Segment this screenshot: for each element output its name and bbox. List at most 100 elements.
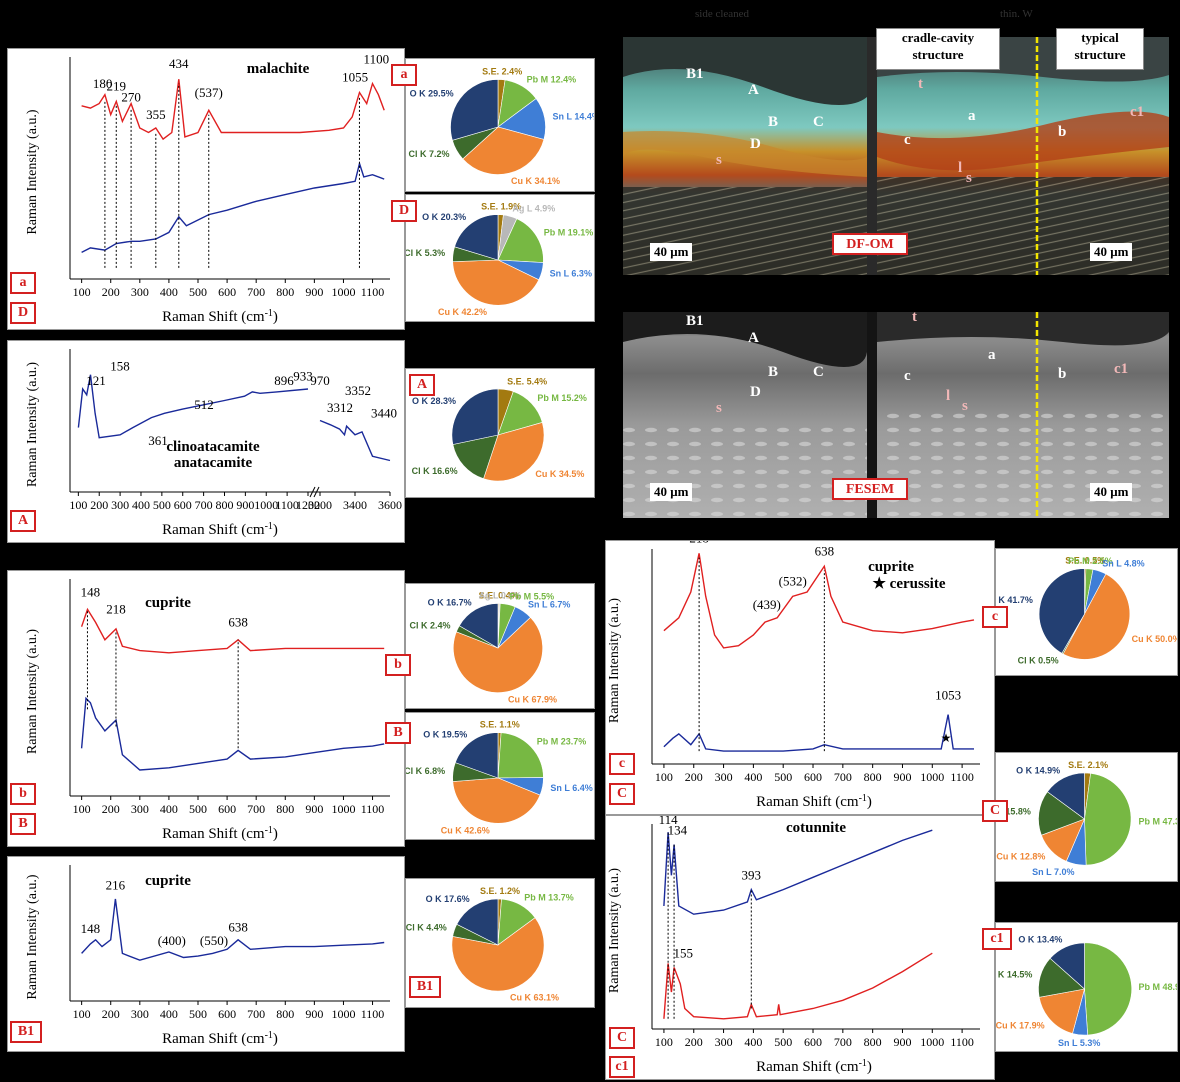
x-tick-label: 200 <box>102 802 120 816</box>
tag-a: a <box>10 272 36 294</box>
series-line-A-OH <box>319 419 391 462</box>
pie-slice <box>1038 988 1085 1034</box>
pie-slice-label: Cl K 5.3% <box>406 248 445 258</box>
tag-B: B <box>10 813 36 835</box>
pie-slice-label: Cl K 15.8% <box>996 807 1031 817</box>
pie-slice-label: Pb M 23.7% <box>537 736 587 746</box>
om-region-t: t <box>918 76 923 92</box>
x-axis-label: Raman Shift (cm-1) <box>756 1058 872 1076</box>
x-axis-label: Raman Shift (cm-1) <box>162 308 278 326</box>
chart-title: clinoatacamite <box>166 439 260 455</box>
pie-slice <box>452 259 540 306</box>
x-tick-label: 1000 <box>331 802 355 816</box>
pie-slice <box>453 616 543 693</box>
chart-title: cotunnite <box>786 820 846 836</box>
pie-slice-label: Cl K 7.2% <box>408 149 449 159</box>
chart-title: ★ cerussite <box>872 576 945 592</box>
pie-tag-b: b <box>385 654 411 676</box>
pie-slice-label: Cl K 4.4% <box>406 923 447 933</box>
chart-title: cuprite <box>145 873 191 889</box>
sem-region-D: D <box>750 384 761 400</box>
peak-label: 270 <box>121 89 141 104</box>
chart-subtitle: anatacamite <box>174 455 253 471</box>
x-tick-label: 100 <box>73 1007 91 1021</box>
pie-slice <box>497 218 544 263</box>
series-line-c <box>663 553 975 649</box>
x-tick-label: 300 <box>131 285 149 299</box>
peak-label: 970 <box>310 373 330 388</box>
peak-label: 638 <box>815 543 835 558</box>
x-tick-label: 200 <box>90 498 108 512</box>
peak-label: 114 <box>659 816 679 827</box>
pie-slice <box>454 214 499 261</box>
x-tick-label: 600 <box>218 1007 236 1021</box>
pie-slice <box>452 434 499 480</box>
x-tick-label: 800 <box>276 285 294 299</box>
sem-region-A: A <box>748 330 759 346</box>
cuprite-b1-chart: 100 200 300 400 500 600 700 800 900 1000 1100 148 21… <box>25 865 390 1047</box>
pie-slice-label: O K 13.4% <box>1018 935 1062 945</box>
pie-slice-label: Cu K 67.9% <box>508 695 557 705</box>
y-axis-label: Raman Intensity (a.u.) <box>607 598 622 724</box>
scale-bar: 40 μm <box>1090 483 1133 501</box>
cotunnite-chart: 100 200 300 400 500 600 700 800 900 1000 1100 11413… <box>607 816 980 1076</box>
pie-slice-label: O K 19.5% <box>423 729 467 739</box>
x-tick-label: 500 <box>774 1035 792 1049</box>
pie-panel-c1: Pb M 48.9% Sn L 5.3% Cu K 17.9% Cl K 14.5% O… <box>995 922 1178 1052</box>
y-axis-label: Raman Intensity (a.u.) <box>25 629 40 755</box>
x-tick-label: 1100 <box>950 1035 974 1049</box>
peak-label: 155 <box>674 945 694 960</box>
peak-label: 393 <box>742 867 762 882</box>
pie-slice-label: Cu K 12.8% <box>996 851 1045 861</box>
pie-slice-label: Ag L 4.9% <box>512 204 555 214</box>
peak-label: 3352 <box>345 383 371 398</box>
pie-slice <box>497 732 544 779</box>
peak-label: 1100 <box>364 52 390 67</box>
x-tick-label: 600 <box>218 285 236 299</box>
x-tick-label: 500 <box>153 498 171 512</box>
scale-bar: 40 μm <box>650 243 693 261</box>
series-line-B <box>80 696 385 771</box>
pie-slice-label: S.E. 2.1% <box>1068 760 1108 770</box>
axis-break <box>313 486 320 498</box>
pie-panel-B: S.E. 1.1% Pb M 23.7% Sn L 6.4% Cu K 42.6% Cl… <box>405 712 595 840</box>
peak-label: 158 <box>110 358 130 373</box>
y-axis-label: Raman Intensity (a.u.) <box>25 362 40 488</box>
x-tick-label: 100 <box>73 802 91 816</box>
series-line-a <box>81 79 385 141</box>
om-region-s: s <box>716 152 722 168</box>
pie-slice-label: O K 16.7% <box>428 597 472 607</box>
x-tick-label: 900 <box>305 1007 323 1021</box>
series-line-C <box>663 829 933 915</box>
pie-chart-C: S.E. 2.1% Pb M 47.3% Sn L 7.0% Cu K 12.8% Cl… <box>996 760 1178 877</box>
pie-slice-label: O K 17.6% <box>426 894 470 904</box>
series-line-B1 <box>81 898 385 961</box>
tag-c1: c1 <box>609 1056 635 1078</box>
pie-tag-A: A <box>409 374 435 396</box>
pie-slice-label: Cl K 0.5% <box>1018 656 1059 666</box>
cotunnite-panel: 100 200 300 400 500 600 700 800 900 1000 1100 114 13… <box>605 815 995 1080</box>
x-tick-label: 500 <box>774 770 792 784</box>
pie-slice-label: Sn L 5.3% <box>1058 1038 1100 1048</box>
pie-slice-label: S.E. 5.4% <box>507 377 547 387</box>
pie-slice-label: S.E. 1.2% <box>480 886 520 896</box>
x-tick-label: 900 <box>893 770 911 784</box>
x-tick-label: 600 <box>804 1035 822 1049</box>
peak-label: 219 <box>107 78 127 93</box>
pie-slice-label: Sn L 14.4% <box>553 112 595 122</box>
pie-panel-c: S.E. 0.5% Pb M 2.5% Sn L 4.8% Cu K 50.0% Cl … <box>995 548 1178 676</box>
peak-label: 361 <box>148 433 168 448</box>
pie-chart-c: S.E. 0.5%Pb M 2.5%Sn L 4.8% Cu K 50.0% Cl … <box>996 556 1177 666</box>
pie-slice <box>483 422 545 482</box>
peak-label: 148 <box>81 584 101 599</box>
pie-slice-label: Pb M 5.5% <box>510 592 555 602</box>
x-tick-label: 1000 <box>920 1035 944 1049</box>
pie-slice-label: Pb M 47.3% <box>1139 817 1178 827</box>
peak-label: 134 <box>668 822 688 837</box>
peak-label: 3440 <box>371 406 397 421</box>
x-tick-label: 1000 <box>331 285 355 299</box>
x-tick-label: 100 <box>655 770 673 784</box>
x-tick-label: 500 <box>189 802 207 816</box>
x-tick-label: 800 <box>276 802 294 816</box>
scale-bar: 40 μm <box>1090 243 1133 261</box>
